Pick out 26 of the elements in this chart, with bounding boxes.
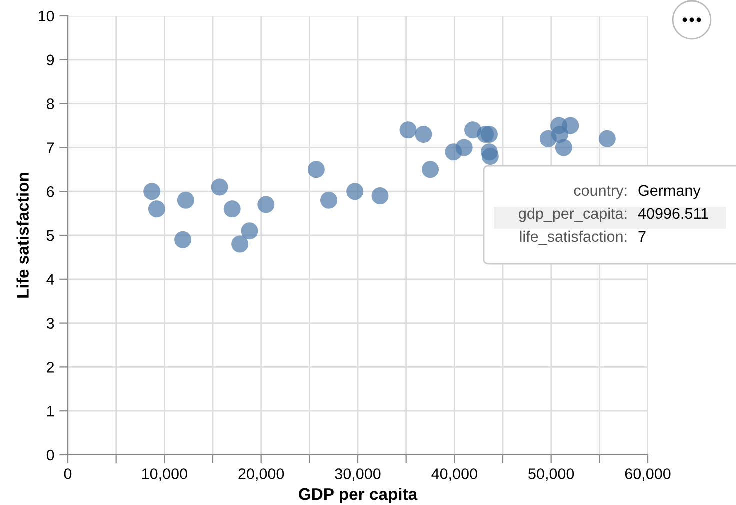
y-tick-label: 3 [46,318,54,329]
x-tick-label: 30,000 [335,468,381,482]
y-tick-label: 10 [38,10,54,22]
y-tick-label: 7 [47,142,54,154]
x-tick-label: 10,000 [142,468,188,482]
y-tick-label: 9 [47,54,54,66]
y-tick-label: 6 [47,186,54,198]
annotation: 7 [638,231,646,242]
x-tick-label: 40,000 [432,468,478,482]
y-tick-label: 8 [46,98,54,110]
annotation: country: [574,186,627,200]
y-tick-label: 0 [46,450,54,461]
x-tick-label: 60,000 [625,468,671,482]
annotation: life_satisfaction: [520,230,627,245]
y-tick-label: 2 [47,362,54,373]
x-tick-label: 20,000 [238,468,284,482]
x-axis-title: GDP per capita [299,488,418,504]
x-tick-label: 0 [64,468,72,480]
y-tick-label: 1 [47,406,54,417]
y-tick-label: 4 [46,274,54,285]
y-tick-label: 5 [46,230,54,242]
y-axis-title: Life satisfaction [16,173,29,298]
annotation: 40996.511 [638,208,708,220]
x-tick-label: 50,000 [528,468,574,482]
annotation: gdp_per_capita: [519,208,627,222]
annotation: Germany [638,185,701,200]
